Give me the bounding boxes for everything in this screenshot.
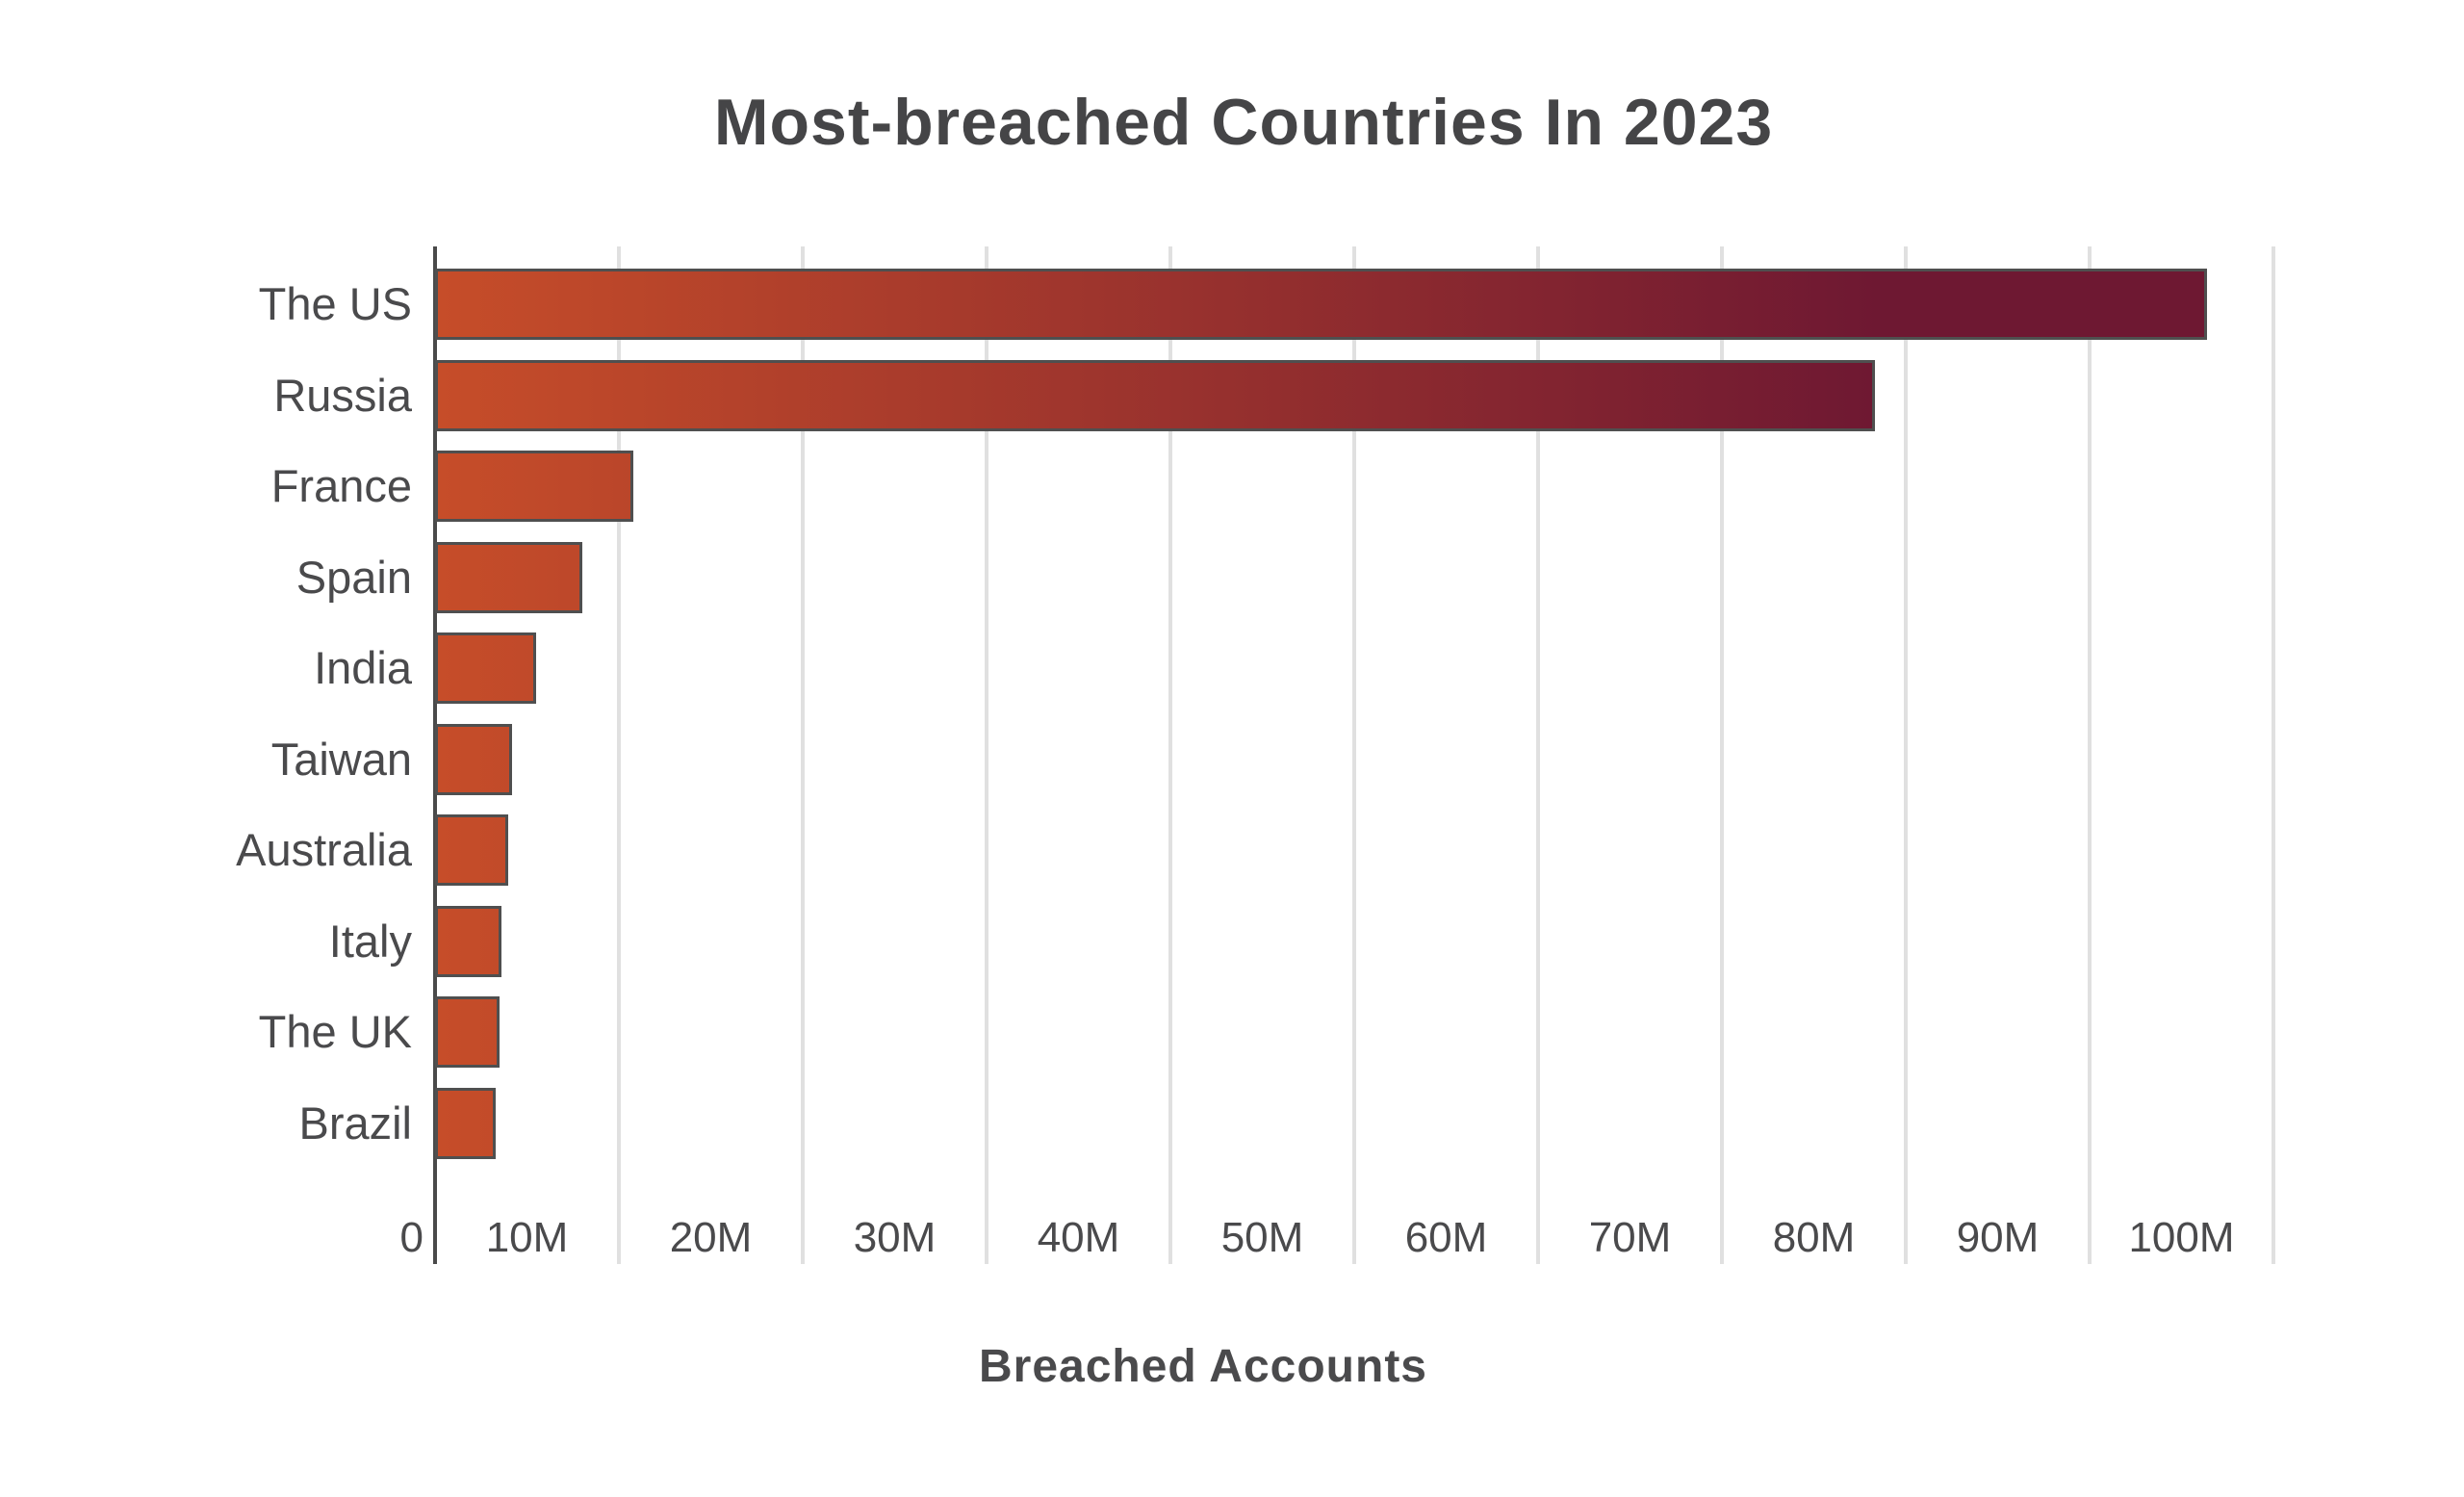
- bar-italy: [435, 906, 501, 977]
- country-label-taiwan: Taiwan: [270, 734, 412, 785]
- gridline-30m: [985, 246, 988, 1264]
- country-label-australia: Australia: [236, 824, 412, 875]
- country-label-russia: Russia: [273, 370, 412, 421]
- x-tick-10m: 10M: [485, 1214, 569, 1261]
- country-label-brazil: Brazil: [298, 1097, 412, 1149]
- gridline-80m: [1904, 246, 1908, 1264]
- gridline-10m: [617, 246, 621, 1264]
- bar-russia: [435, 360, 1875, 431]
- chart-title: Most-breached Countries In 2023: [713, 86, 1774, 159]
- x-tick-60m: 60M: [1404, 1214, 1488, 1261]
- gridline-50m: [1352, 246, 1356, 1264]
- x-tick-20m: 20M: [669, 1214, 753, 1261]
- bar-taiwan: [435, 724, 512, 795]
- country-label-italy: Italy: [328, 916, 412, 967]
- gridline-90m: [2088, 246, 2092, 1264]
- x-tick-100m: 100M: [2128, 1214, 2235, 1261]
- country-label-spain: Spain: [295, 552, 412, 603]
- gridline-40m: [1168, 246, 1172, 1264]
- x-tick-40m: 40M: [1037, 1214, 1120, 1261]
- x-tick-30m: 30M: [853, 1214, 937, 1261]
- gridline-70m: [1720, 246, 1724, 1264]
- bar-the-uk: [435, 996, 500, 1068]
- x-tick-90m: 90M: [1956, 1214, 2040, 1261]
- country-label-the-us: The US: [258, 278, 412, 329]
- bar-the-us: [435, 269, 2207, 340]
- bar-france: [435, 451, 633, 522]
- x-axis-title: Breached Accounts: [978, 1341, 1427, 1392]
- bar-australia: [435, 814, 508, 886]
- bar-brazil: [435, 1088, 496, 1159]
- x-tick-70m: 70M: [1588, 1214, 1672, 1261]
- gridline-100m: [2272, 246, 2275, 1264]
- country-label-france: France: [270, 460, 412, 511]
- x-tick-50m: 50M: [1220, 1214, 1304, 1261]
- country-label-india: India: [314, 642, 412, 693]
- x-tick-80m: 80M: [1772, 1214, 1856, 1261]
- gridline-20m: [801, 246, 805, 1264]
- bar-india: [435, 632, 536, 704]
- gridline-60m: [1536, 246, 1540, 1264]
- x-tick-0: 0: [399, 1214, 424, 1261]
- country-label-the-uk: The UK: [258, 1006, 412, 1057]
- bar-spain: [435, 542, 582, 613]
